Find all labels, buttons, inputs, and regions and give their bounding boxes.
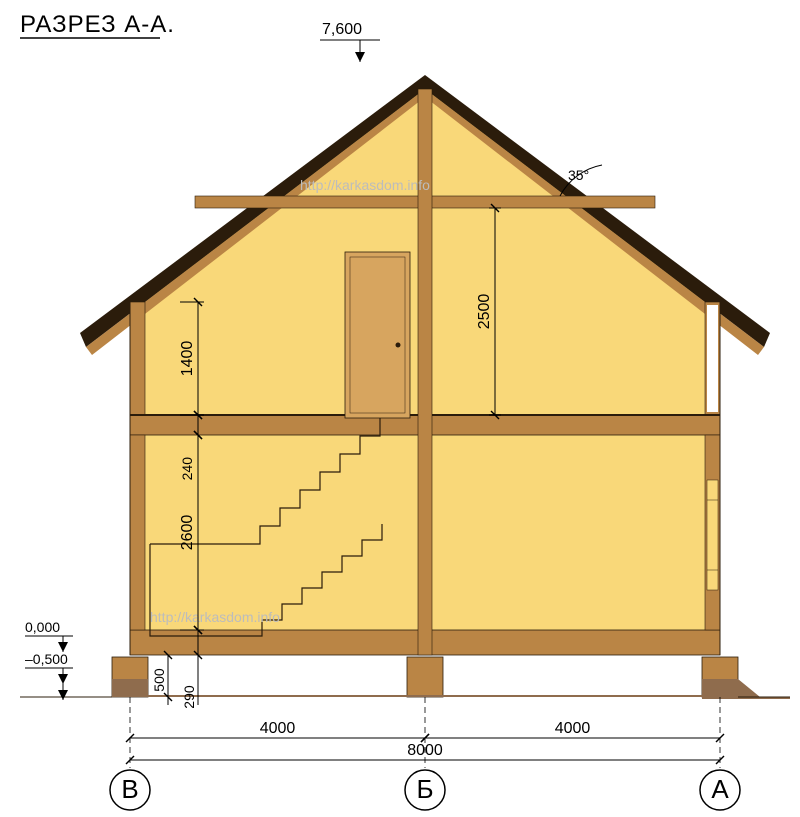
- dim-4000-left: 4000: [260, 720, 296, 737]
- center-post: [418, 89, 432, 655]
- dim-angle: 35°: [568, 167, 589, 183]
- watermark: http://karkasdom.info: [150, 609, 280, 625]
- foundation-pier: [407, 657, 443, 697]
- dim-ridge: 7,600: [322, 21, 362, 38]
- dim-500: 500: [151, 668, 167, 692]
- dim-8000: 8000: [407, 742, 443, 759]
- attic-door: [345, 252, 410, 418]
- ground-left: [20, 679, 148, 697]
- watermark: http://karkasdom.info: [300, 177, 430, 193]
- door-handle: [396, 343, 401, 348]
- knee-wall-right-inner: [707, 305, 718, 412]
- dim-2500: 2500: [476, 294, 493, 330]
- ground-right: [702, 679, 790, 699]
- elev-zero: 0,000: [25, 619, 60, 635]
- wall-left: [130, 435, 145, 630]
- axis-M-label: Б: [416, 774, 433, 804]
- dim-290: 290: [181, 685, 197, 709]
- ground-mid: [148, 695, 702, 697]
- elev-minus: –0,500: [25, 651, 68, 667]
- section-title: РАЗРЕЗ А-А.: [20, 11, 175, 38]
- dim-240: 240: [179, 457, 195, 481]
- dim-1400: 1400: [179, 341, 196, 377]
- axis-A-label: А: [711, 774, 729, 804]
- knee-wall-left: [130, 302, 145, 415]
- axis-B-label: В: [121, 774, 138, 804]
- dim-2600: 2600: [179, 515, 196, 551]
- window-right: [707, 480, 718, 590]
- dim-4000-right: 4000: [555, 720, 591, 737]
